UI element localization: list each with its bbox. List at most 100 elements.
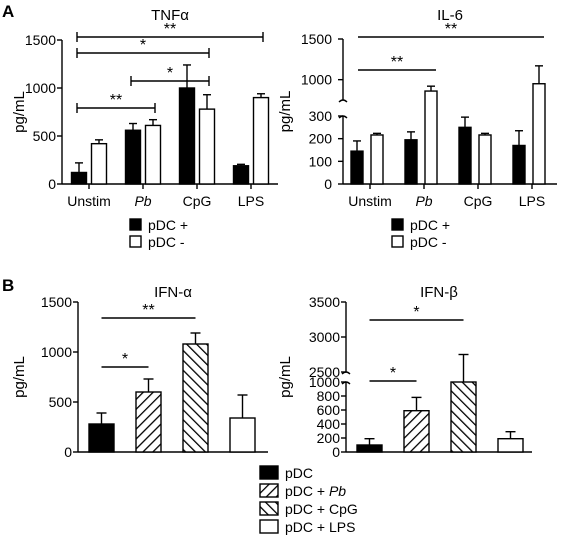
significance-label: * (122, 351, 128, 368)
y-tick-label: 3500 (309, 294, 340, 310)
bar-solid-3 (232, 165, 250, 185)
bar-open-2 (478, 134, 492, 185)
y-tick-label: 200 (309, 131, 333, 147)
y-tick-label: 0 (332, 444, 340, 460)
y-tick-label: 1500 (25, 32, 56, 48)
x-tick-label: CpG (183, 193, 212, 209)
bar-open-1 (144, 124, 162, 185)
legend-swatch (259, 483, 279, 498)
y-tick-label: 1500 (41, 294, 72, 310)
legend-label: pDC - (148, 234, 185, 250)
panel-b-legend: pDC pDC + Pb pDC + CpG pDC + LPS (259, 465, 358, 535)
y-axis-label: pg/mL (11, 356, 28, 398)
y-tick-label: 800 (317, 388, 341, 404)
x-tick-label: Unstim (67, 193, 111, 209)
legend-label-text: pDC + LPS (285, 519, 355, 535)
axis-break-mark (338, 99, 348, 103)
bar-open (229, 417, 256, 453)
legend-label: pDC + Pb (285, 483, 346, 499)
significance-label: * (413, 304, 419, 321)
y-tick-label: 1500 (301, 31, 332, 47)
bar-hatch-fwd (450, 381, 477, 453)
y-tick-label: 100 (309, 153, 333, 169)
x-tick-label: Unstim (348, 193, 392, 209)
panel-label-a: A (2, 2, 14, 21)
y-tick-label: 0 (48, 176, 56, 192)
y-tick-label: 1000 (309, 374, 340, 390)
x-tick-label: CpG (464, 193, 493, 209)
legend-label: pDC - (410, 234, 447, 250)
significance-label: ** (391, 54, 403, 71)
significance-label: ** (142, 302, 154, 319)
x-tick-label: Pb (415, 193, 432, 209)
y-axis-label: pg/mL (11, 91, 28, 133)
chart-title: IL-6 (437, 7, 463, 24)
significance-label: ** (164, 21, 176, 38)
bar-solid-3 (512, 144, 526, 185)
y-tick-label: 0 (64, 444, 72, 460)
bar-solid-1 (124, 129, 142, 185)
x-tick-label: Pb (134, 193, 151, 209)
legend-label-italic: Pb (329, 483, 346, 499)
bar-open-1 (424, 90, 438, 185)
il6-chart: IL-6 pg/mL 0 100 200 300 1000 1500 Unstim Pb CpG LP… (277, 7, 557, 250)
bar-solid-2 (458, 126, 472, 185)
bar-solid-0 (70, 171, 88, 185)
bar-solid-2 (178, 87, 196, 185)
bar-solid (88, 423, 115, 453)
panel-label-b: B (2, 276, 14, 295)
legend-label-text: pDC (285, 465, 313, 481)
legend-label: pDC + (410, 217, 450, 233)
y-tick-label: 300 (309, 108, 333, 124)
chart-title: IFN-β (420, 284, 458, 301)
x-tick-label: LPS (519, 193, 545, 209)
bar-hatch-fwd (182, 343, 209, 453)
bar-open-2 (198, 108, 216, 185)
legend-label: pDC + (148, 217, 188, 233)
legend-label: pDC + CpG (285, 501, 358, 517)
significance-label: ** (110, 92, 122, 109)
y-axis-label: pg/mL (277, 356, 294, 398)
chart-title: TNFα (151, 7, 189, 24)
chart-title: IFN-α (154, 284, 192, 301)
bar-solid-1 (404, 139, 418, 185)
bar-open-0 (370, 134, 384, 185)
bar-open-3 (532, 83, 546, 185)
legend-swatch (259, 501, 279, 516)
bar-solid-0 (350, 150, 364, 185)
bar-open (497, 438, 524, 453)
y-tick-label: 600 (317, 402, 341, 418)
significance-label: ** (445, 21, 457, 38)
legend-swatch (391, 218, 404, 231)
y-tick-label: 1000 (41, 344, 72, 360)
y-axis-label: pg/mL (277, 91, 294, 133)
legend-swatch (391, 235, 404, 248)
bar-open-3 (252, 96, 270, 185)
bar-solid (356, 444, 383, 453)
y-tick-label: 400 (317, 416, 341, 432)
significance-label: * (140, 37, 146, 54)
significance-label: * (167, 65, 173, 82)
y-tick-label: 200 (317, 430, 341, 446)
y-tick-label: 0 (324, 176, 332, 192)
y-tick-label: 500 (33, 128, 57, 144)
y-tick-label: 3000 (309, 329, 340, 345)
legend-swatch (259, 465, 279, 480)
legend-swatch (259, 519, 279, 534)
y-tick-label: 500 (49, 394, 73, 410)
bar-hatch-back (135, 391, 162, 453)
significance-label: * (390, 365, 396, 382)
legend-swatch (129, 218, 142, 231)
y-tick-label: 1000 (301, 72, 332, 88)
legend-label-text: pDC + CpG (285, 501, 358, 517)
legend-swatch (129, 235, 142, 248)
x-tick-label: LPS (238, 193, 264, 209)
y-tick-label: 2500 (309, 364, 340, 380)
bar-open-0 (90, 142, 108, 185)
bar-hatch-back (403, 410, 430, 453)
legend-label: pDC (285, 465, 313, 481)
